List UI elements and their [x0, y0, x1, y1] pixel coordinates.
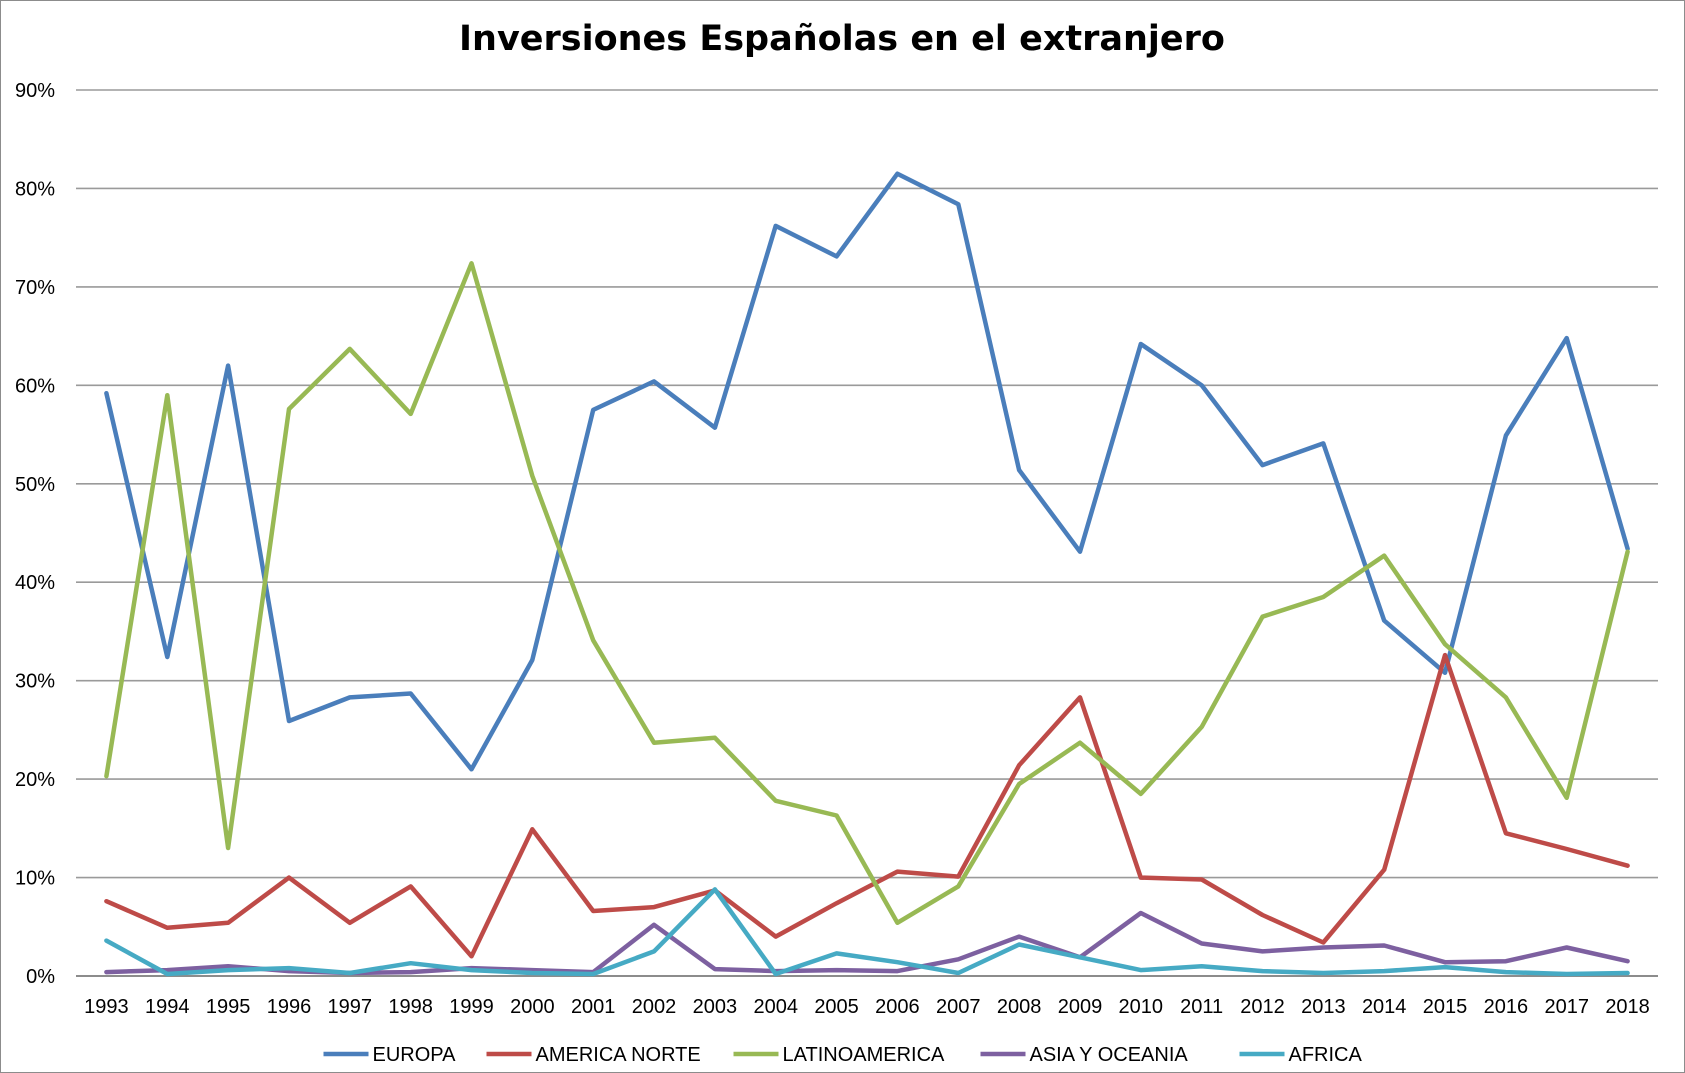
- y-tick-label: 60%: [15, 375, 55, 397]
- gridlines: [76, 89, 1658, 977]
- x-tick-label: 1994: [145, 996, 190, 1018]
- x-tick-label: 2017: [1544, 996, 1589, 1018]
- x-tick-label: 2007: [936, 996, 981, 1018]
- series-line-latinoamerica: [104, 261, 1630, 926]
- legend-label-africa: AFRICA: [1289, 1044, 1363, 1066]
- series-line-america-norte: [104, 652, 1630, 959]
- x-tick-label: 2001: [571, 996, 616, 1018]
- x-tick-label: 2004: [753, 996, 798, 1018]
- legend-label-latinoamerica: LATINOAMERICA: [783, 1044, 946, 1066]
- x-tick-label: 2010: [1119, 996, 1164, 1018]
- x-tick-label: 2003: [693, 996, 738, 1018]
- x-tick-label: 2000: [510, 996, 555, 1018]
- x-tick-label: 2014: [1362, 996, 1407, 1018]
- series-line-asia-y-oceania: [104, 910, 1630, 976]
- y-tick-label: 50%: [15, 474, 55, 496]
- legend-label-asia-y-oceania: ASIA Y OCEANIA: [1030, 1044, 1189, 1066]
- y-tick-label: 20%: [15, 769, 55, 791]
- legend: EUROPA AMERICA NORTE LATINOAMERICA ASIA Y O…: [323, 1044, 1363, 1066]
- y-tick-label: 0%: [26, 966, 55, 988]
- chart-title: Inversiones Españolas en el extranjero: [459, 19, 1225, 59]
- x-tick-label: 2005: [814, 996, 859, 1018]
- x-tick-label: 1993: [84, 996, 129, 1018]
- x-tick-label: 2008: [997, 996, 1042, 1018]
- series-line-africa: [104, 887, 1630, 977]
- x-tick-label: 1996: [267, 996, 312, 1018]
- series-lines: [104, 171, 1630, 977]
- x-tick-label: 2013: [1301, 996, 1346, 1018]
- x-tick-label: 2006: [875, 996, 920, 1018]
- y-tick-label: 30%: [15, 671, 55, 693]
- x-tick-label: 1995: [206, 996, 251, 1018]
- y-tick-label: 40%: [15, 572, 55, 594]
- x-tick-label: 2009: [1058, 996, 1103, 1018]
- x-tick-label: 2011: [1180, 996, 1223, 1018]
- x-tick-label: 2012: [1240, 996, 1285, 1018]
- x-tick-label: 2015: [1423, 996, 1468, 1018]
- x-tick-label: 1997: [328, 996, 373, 1018]
- x-tick-label: 2018: [1605, 996, 1650, 1018]
- legend-label-europa: EUROPA: [373, 1044, 457, 1066]
- y-axis-ticks: 0% 10% 20% 30% 40% 50% 60% 70% 80% 90%: [15, 80, 55, 988]
- legend-label-america-norte: AMERICA NORTE: [536, 1044, 701, 1066]
- y-tick-label: 90%: [15, 80, 55, 102]
- x-tick-label: 1999: [449, 996, 494, 1018]
- series-line-europa: [104, 171, 1630, 772]
- x-axis-ticks: 1993 1994 1995 1996 1997 1998 1999 2000 2001 2002…: [84, 996, 1650, 1018]
- x-tick-label: 1998: [388, 996, 433, 1018]
- y-tick-label: 10%: [15, 868, 55, 890]
- x-tick-label: 2016: [1484, 996, 1529, 1018]
- y-tick-label: 70%: [15, 277, 55, 299]
- x-tick-label: 2002: [632, 996, 677, 1018]
- y-tick-label: 80%: [15, 178, 55, 200]
